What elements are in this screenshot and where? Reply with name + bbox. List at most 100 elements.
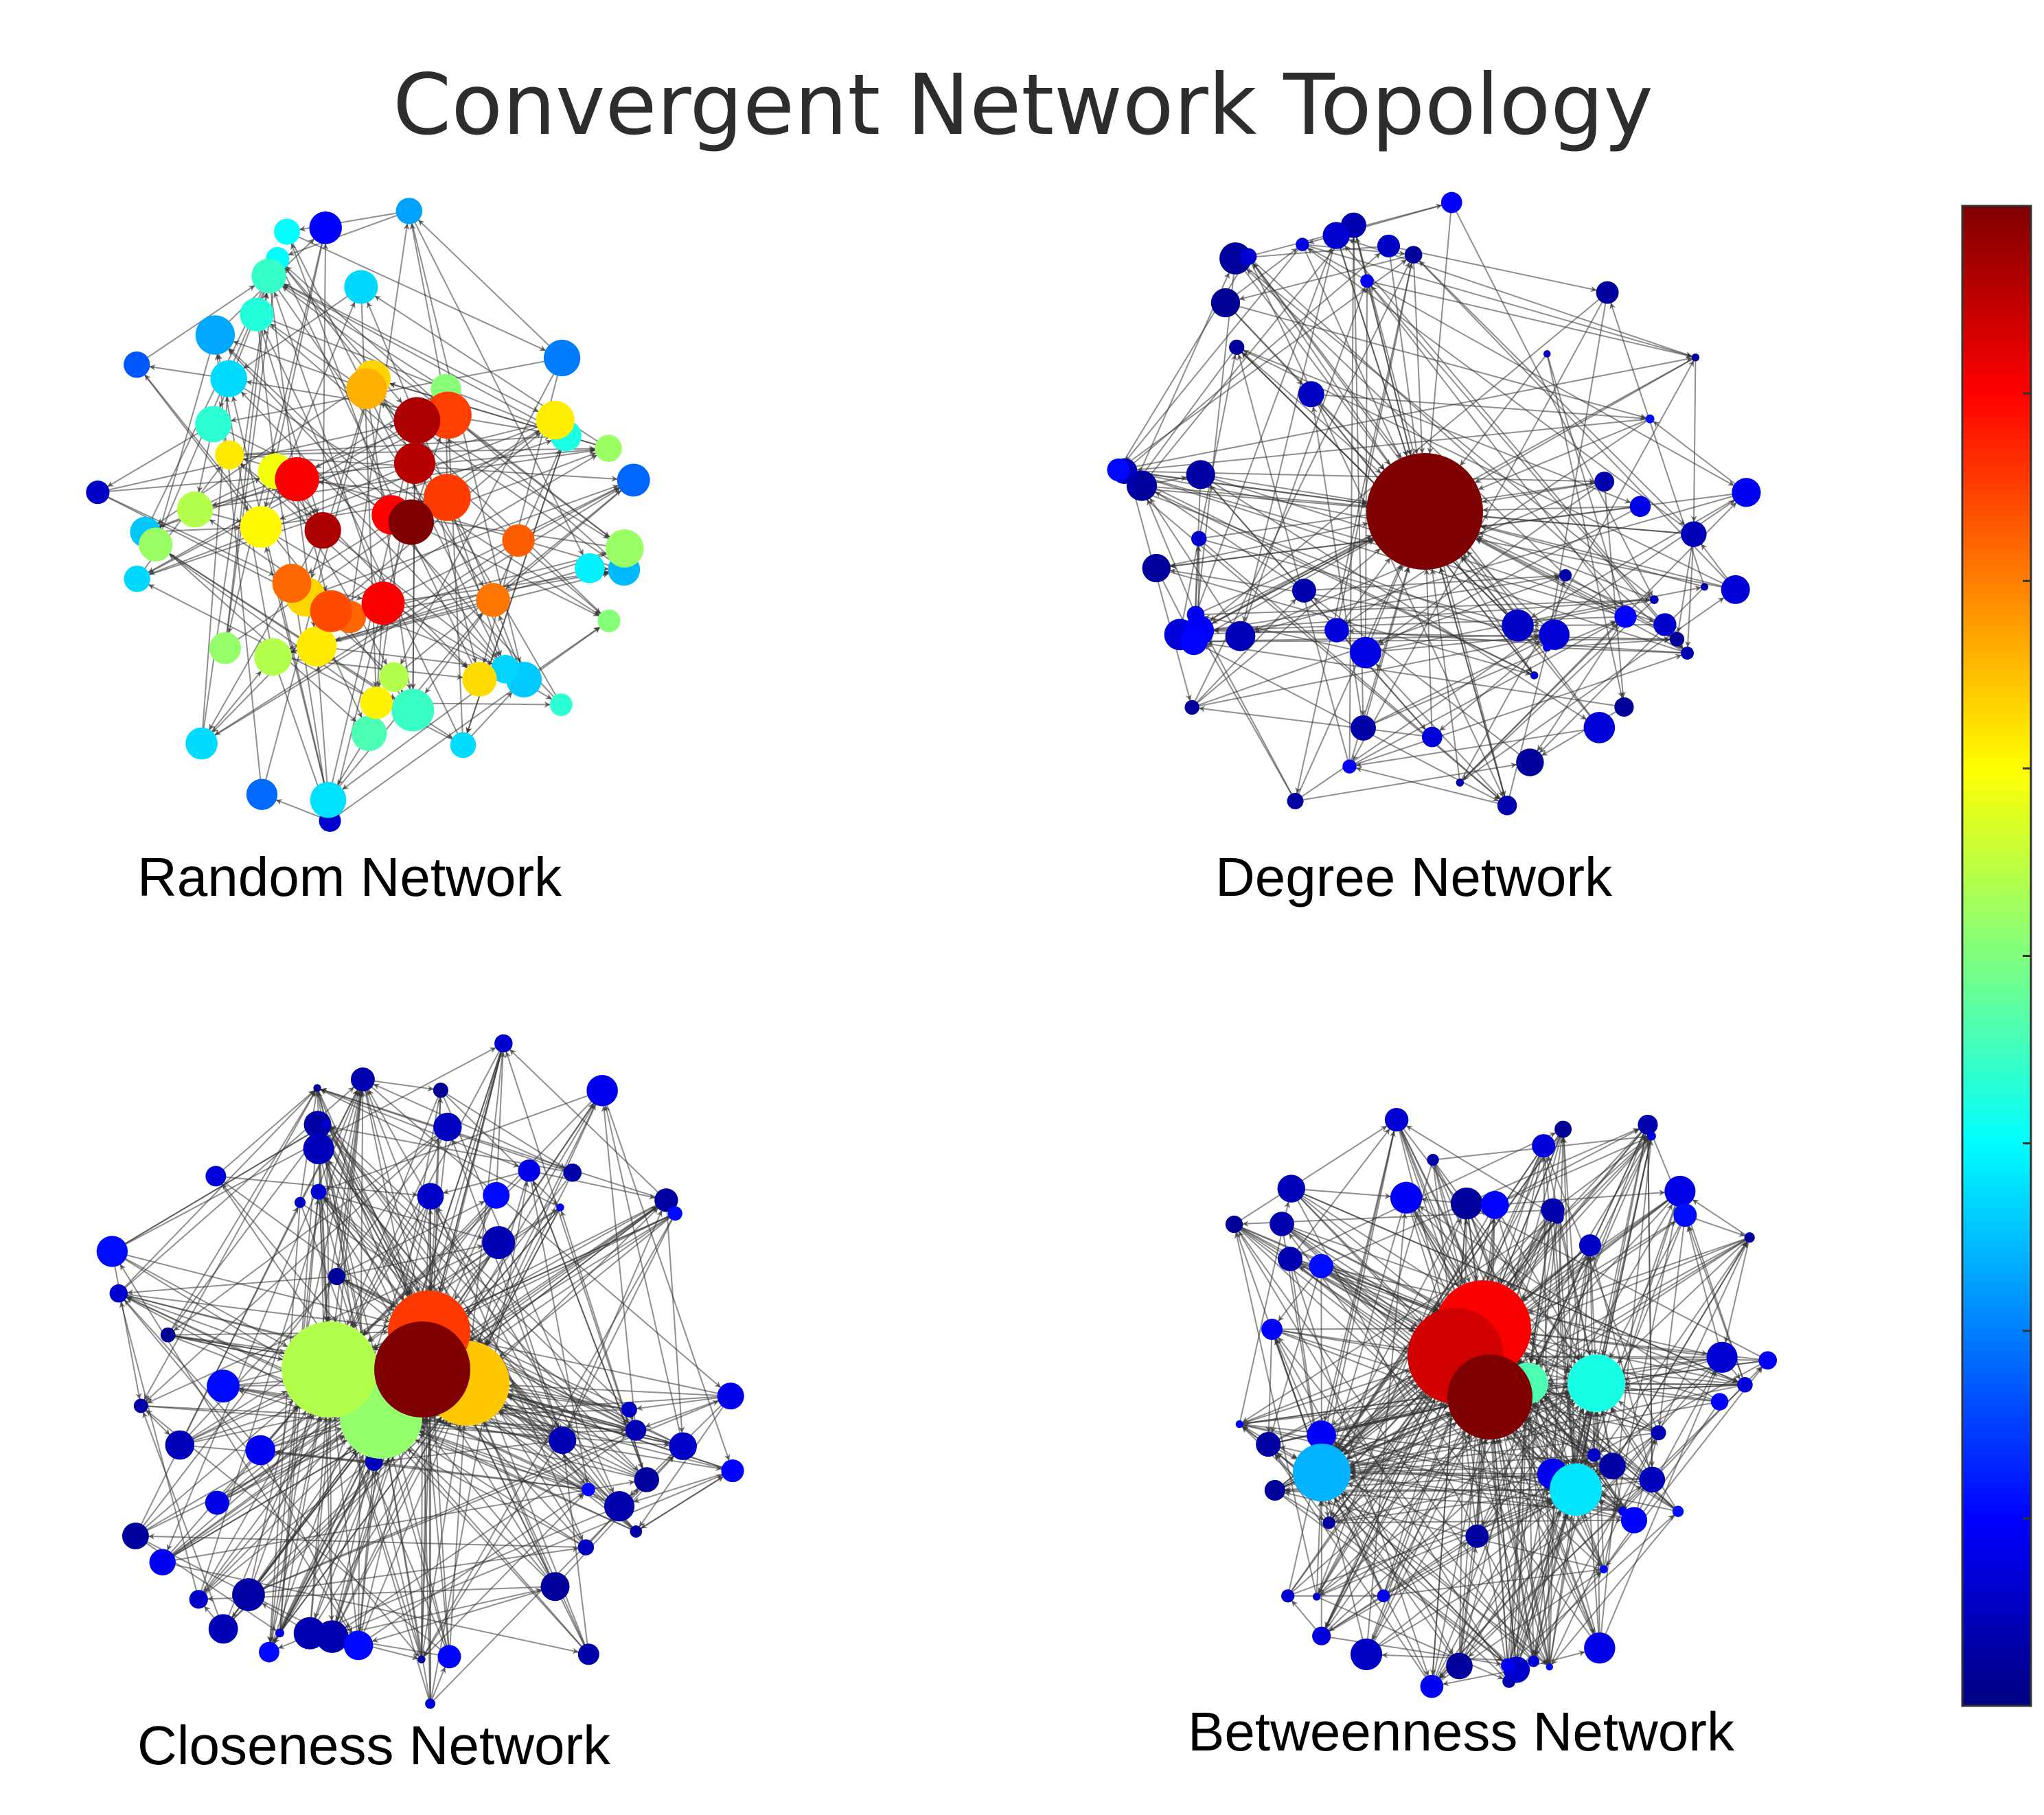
edge — [1225, 248, 1298, 303]
network-node — [577, 1643, 599, 1665]
edge — [421, 1420, 563, 1442]
network-node — [476, 583, 510, 617]
edge — [229, 348, 412, 523]
edge — [267, 1192, 320, 1643]
network-node — [1256, 1432, 1281, 1457]
network-node — [1584, 1632, 1616, 1664]
edge — [1723, 1237, 1751, 1343]
edge — [207, 1586, 555, 1602]
network-node — [1639, 1466, 1666, 1493]
network-node — [1528, 1655, 1539, 1667]
edge — [143, 1087, 318, 1400]
edge — [1611, 1407, 1679, 1512]
network-node — [1578, 1234, 1601, 1257]
network-node — [669, 1432, 697, 1461]
network-node — [1309, 1253, 1333, 1279]
edge — [1289, 1258, 1429, 1676]
edge — [1565, 575, 1671, 636]
edge — [429, 1181, 529, 1704]
edge — [1118, 259, 1407, 471]
edge — [1548, 1241, 1748, 1667]
hub-node — [374, 1321, 470, 1418]
network-node — [246, 778, 278, 810]
edge — [168, 553, 377, 704]
edge — [1500, 1129, 1564, 1284]
network-node — [189, 1590, 208, 1609]
edge — [317, 1124, 639, 1471]
edge — [286, 231, 547, 351]
network-node — [240, 506, 282, 548]
network-node — [124, 351, 150, 378]
edge — [485, 1172, 573, 1346]
edge — [636, 1395, 731, 1411]
edge — [1193, 640, 1500, 802]
network-node — [563, 1163, 582, 1182]
edge — [97, 492, 275, 576]
network-node — [1664, 1175, 1696, 1207]
edge — [1692, 1199, 1750, 1238]
network-node — [1673, 1203, 1697, 1227]
edge — [422, 1213, 676, 1657]
network-node — [1384, 1107, 1409, 1132]
edge — [1198, 537, 1500, 800]
edge — [1388, 246, 1419, 454]
network-node — [1638, 1114, 1658, 1135]
edge — [331, 1420, 448, 1637]
edge — [495, 1052, 506, 1196]
network-node — [536, 400, 575, 440]
edge — [665, 1200, 685, 1433]
edge — [1653, 421, 1747, 494]
edge — [1583, 1514, 1605, 1570]
edge — [1546, 292, 1609, 645]
edge — [229, 454, 468, 669]
hub-node — [1550, 1464, 1602, 1516]
edge — [279, 1416, 442, 1634]
edge — [1497, 1437, 1550, 1667]
edge — [243, 286, 362, 369]
edge — [268, 1454, 365, 1653]
edge — [1311, 393, 1646, 421]
network-node — [1351, 715, 1376, 741]
network-node — [1599, 1453, 1626, 1479]
edge — [107, 424, 214, 487]
network-node — [1191, 531, 1207, 546]
network-node — [721, 1459, 744, 1483]
edge — [1291, 1188, 1391, 1199]
edge — [111, 1125, 323, 1252]
edge — [1599, 1359, 1769, 1453]
network-node — [604, 1491, 635, 1522]
network-node — [303, 1111, 332, 1139]
network-node — [1287, 792, 1304, 809]
edge — [1355, 726, 1600, 768]
edge-layer — [1233, 1119, 1769, 1687]
edge — [1349, 621, 1617, 767]
edge — [1468, 1401, 1550, 1667]
edge — [420, 1425, 647, 1481]
edge — [1423, 569, 1433, 737]
closeness-network-graph — [96, 1034, 744, 1709]
edge — [1363, 640, 1541, 729]
network-node — [1360, 274, 1374, 288]
edge — [1603, 1367, 1763, 1570]
network-node — [1480, 1190, 1509, 1219]
edge — [368, 1089, 564, 1441]
edge — [325, 1123, 412, 1296]
network-node — [208, 1614, 238, 1644]
network-node — [1277, 1175, 1306, 1203]
edge — [1137, 489, 1548, 649]
network-node — [482, 1226, 516, 1260]
edge — [462, 1212, 676, 1345]
network-node — [654, 1188, 678, 1212]
edge — [1320, 1265, 1416, 1330]
edge — [332, 1416, 360, 1646]
network-node — [309, 211, 342, 244]
network-node — [176, 492, 214, 528]
network-node — [393, 397, 441, 444]
edge — [1609, 1214, 1686, 1359]
edge — [601, 1105, 637, 1431]
network-node — [361, 581, 405, 625]
edge — [1589, 1237, 1751, 1469]
network-node — [379, 662, 409, 692]
network-node — [1127, 483, 1138, 494]
edge — [1546, 354, 1624, 698]
